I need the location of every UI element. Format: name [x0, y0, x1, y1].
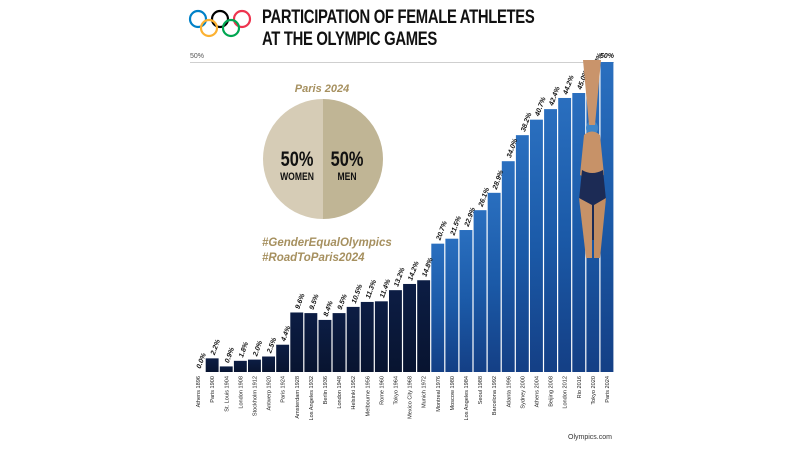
category-label: Paris 1924: [281, 376, 287, 403]
category-label: Beijing 2008: [549, 376, 555, 407]
bar-montreal-1976: [431, 243, 445, 372]
category-label: Helsinki 1952: [351, 376, 357, 410]
hashtag-road-to-paris: #RoadToParis2024: [262, 252, 365, 264]
category-label: Tokyo 2020: [591, 376, 597, 405]
category-label: St. Louis 1904: [224, 376, 230, 412]
bar-london-1948: [332, 313, 346, 372]
bar-seoul-1988: [473, 210, 487, 372]
pie-women-label: WOMEN: [280, 171, 314, 183]
category-label: Stockholm 1912: [252, 376, 258, 416]
category-label: Rome 1960: [379, 376, 385, 405]
category-label: Athens 1896: [196, 376, 202, 407]
pie-chart: [262, 99, 383, 219]
chart-title-line-2: AT THE OLYMPIC GAMES: [262, 29, 437, 50]
pie-slice-women: [262, 99, 323, 219]
category-label: Paris 2024: [605, 376, 611, 403]
category-label: Rio 2016: [577, 376, 583, 398]
bar-stockholm-1912: [248, 359, 261, 372]
bar-melbourne-1956: [360, 301, 374, 372]
category-label: London 2012: [563, 376, 569, 409]
bar-london-1908: [233, 360, 247, 372]
bar-moscow-1980: [445, 238, 459, 372]
bar-mexico-city-1968: [403, 283, 416, 372]
category-label: Amsterdam 1928: [295, 376, 301, 419]
category-label: Sydney 2000: [520, 376, 526, 409]
bar-amsterdam-1928: [290, 312, 304, 372]
bar-los-angeles-1932: [304, 313, 318, 372]
bar-value-label: 2.0%: [252, 339, 265, 358]
hashtag-gender-equal: #GenderEqualOlympics: [262, 237, 392, 249]
bar-value-label: 2.2%: [210, 338, 223, 357]
category-label: Tokyo 1964: [393, 376, 399, 405]
bar-berlin-1936: [318, 319, 332, 372]
bar-value-label: 9.5%: [309, 293, 321, 311]
category-label: London 1908: [238, 376, 244, 409]
bar-tokyo-1964: [389, 290, 402, 372]
category-label: Los Angeles 1932: [309, 376, 315, 420]
category-label: Antwerp 1920: [267, 376, 273, 411]
bar-london-2012: [558, 97, 572, 373]
pie-slice-men: [323, 99, 383, 219]
bar-atlanta-1996: [501, 161, 515, 372]
category-label: London 1948: [337, 376, 343, 409]
chart-title-line-1: PARTICIPATION OF FEMALE ATHLETES: [262, 7, 535, 28]
category-label: Moscow 1980: [450, 376, 456, 411]
category-label: Mexico City 1968: [408, 376, 414, 419]
bar-sydney-2000: [515, 135, 529, 372]
pie-title: Paris 2024: [294, 83, 350, 95]
reference-line-label: 50%: [190, 53, 205, 60]
bar-rome-1960: [374, 301, 388, 372]
bar-value-label: 1.8%: [238, 340, 250, 358]
bar-value-label: 9.6%: [295, 292, 307, 310]
bar-st-louis-1904: [219, 366, 233, 372]
pie-men-label: MEN: [337, 171, 357, 183]
bar-paris-1900: [205, 358, 219, 372]
source-credit: Olympics.com: [568, 434, 612, 441]
swimmer-illustration: [579, 60, 606, 258]
category-label: Paris 1900: [210, 376, 216, 403]
category-label: Berlin 1936: [323, 376, 329, 404]
bar-munich-1972: [417, 280, 431, 372]
category-label: Melbourne 1956: [365, 376, 371, 416]
bar-value-label: 10.5%: [351, 283, 365, 305]
bar-value-label: 14.2%: [407, 260, 421, 282]
category-label: Athens 2004: [534, 376, 540, 407]
olympic-rings-logo: [188, 9, 252, 38]
bar-athens-2004: [530, 119, 543, 372]
bar-los-angeles-1984: [459, 230, 473, 372]
bar-value-label: 11.3%: [365, 278, 378, 299]
category-label: Montreal 1976: [436, 376, 442, 412]
bar-beijing-2008: [544, 109, 557, 373]
bar-helsinki-1952: [346, 306, 360, 372]
pie-women-percent: 50%: [280, 148, 314, 171]
category-label: Atlanta 1996: [506, 376, 512, 407]
bar-antwerp-1920: [262, 356, 275, 372]
bar-paris-1924: [276, 344, 290, 372]
category-label: Barcelona 1992: [492, 376, 498, 415]
fifty-percent-reference-line: [190, 62, 614, 63]
bar-barcelona-1992: [487, 192, 501, 372]
bar-value-label: 50%: [600, 53, 615, 60]
category-label: Seoul 1988: [478, 376, 484, 404]
category-label: Los Angeles 1984: [464, 376, 470, 420]
category-label: Munich 1972: [422, 376, 428, 408]
bar-paris-2024: [600, 62, 614, 372]
pie-men-percent: 50%: [330, 148, 364, 171]
